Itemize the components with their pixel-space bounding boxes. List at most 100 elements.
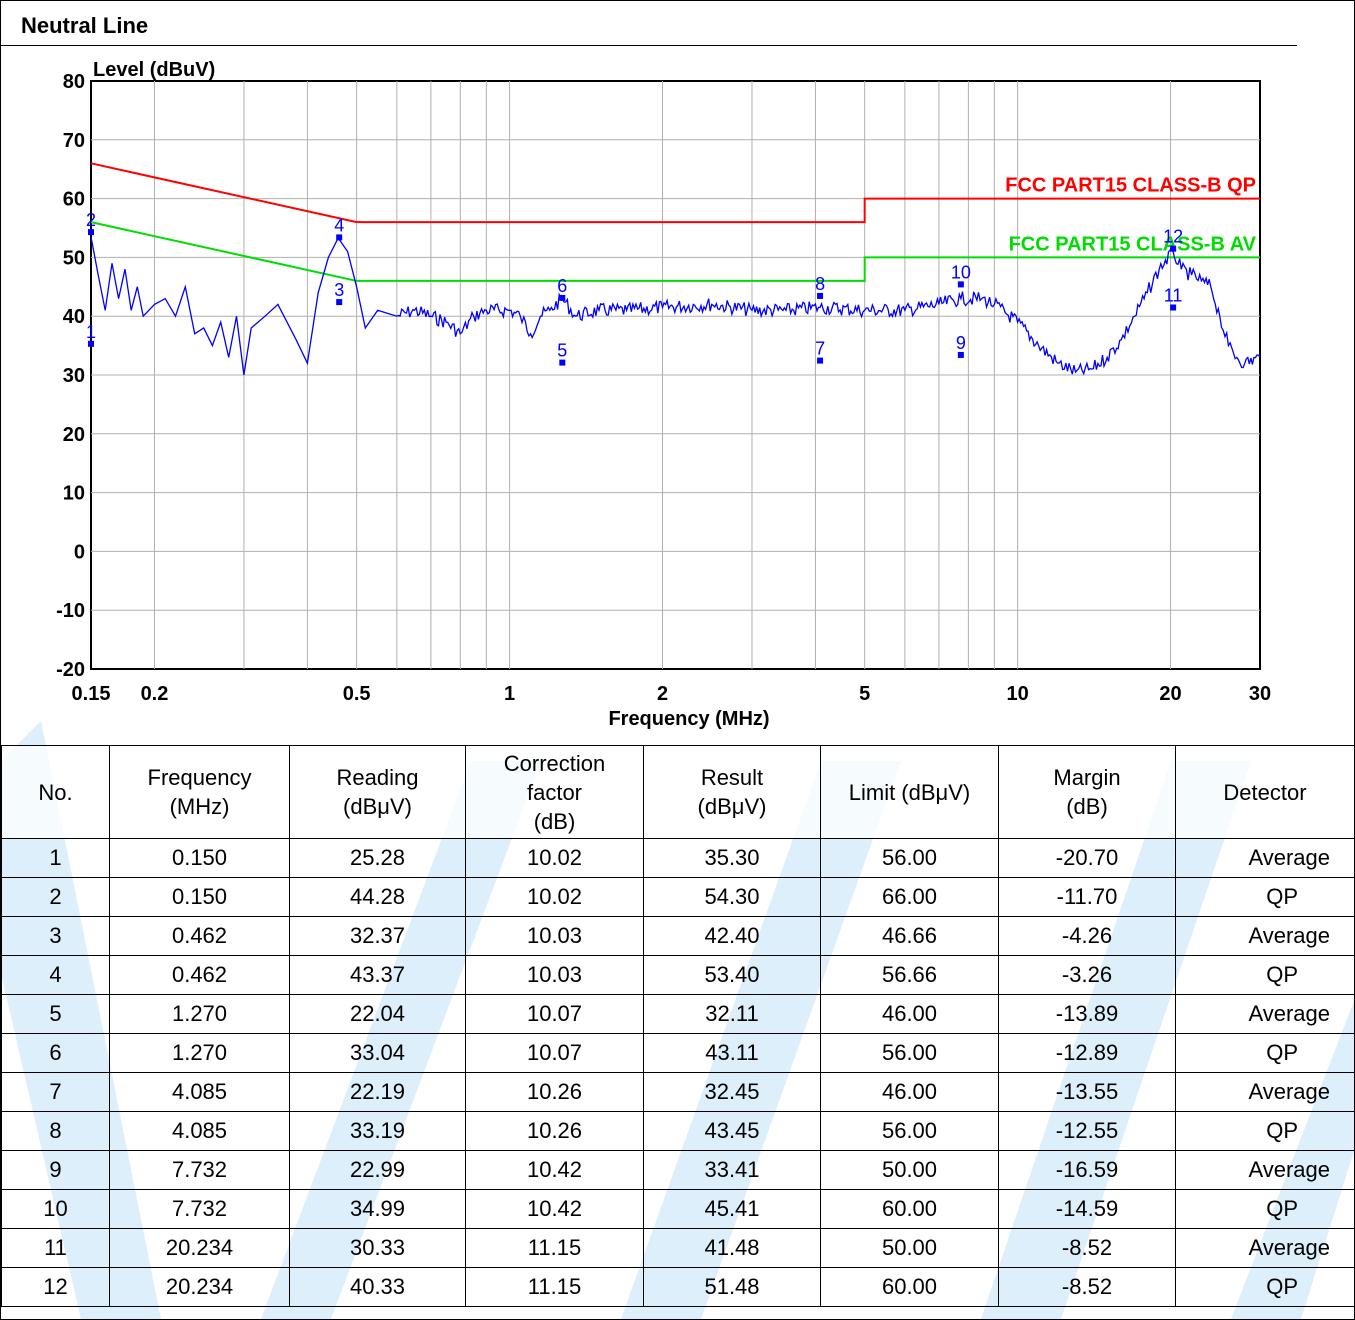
table-cell: 40.33 [289, 1267, 466, 1307]
table-cell: 60.00 [820, 1267, 999, 1307]
limit-line [90, 221, 1260, 282]
marker-label: 7 [815, 339, 825, 359]
table-row: 5 1.270 22.04 10.07 32.11 46.00 -13.89 Average [1, 994, 1354, 1034]
table-cell: 11.15 [465, 1228, 644, 1268]
x-tick-label: 0.15 [72, 683, 111, 705]
table-cell: 20.234 [109, 1228, 290, 1268]
table-cell: Average [1175, 994, 1354, 1034]
table-body: 1 0.150 25.28 10.02 35.30 56.00 -20.70 Average 2… [1, 838, 1354, 1307]
table-row: 8 4.085 33.19 10.26 43.45 56.00 -12.55 QP [1, 1111, 1354, 1151]
table-cell: 60.00 [820, 1189, 999, 1229]
table-row: 2 0.150 44.28 10.02 54.30 66.00 -11.70 QP [1, 877, 1354, 917]
table-cell: 34.99 [289, 1189, 466, 1229]
column-header: No. [1, 745, 110, 839]
table-cell: 42.40 [643, 916, 821, 956]
table-cell: 5 [1, 994, 110, 1034]
table-cell: 51.48 [643, 1267, 821, 1307]
marker-label: 1 [86, 322, 96, 342]
table-cell: 2 [1, 877, 110, 917]
table-cell: 4 [1, 955, 110, 995]
table-row: 7 4.085 22.19 10.26 32.45 46.00 -13.55 Average [1, 1072, 1354, 1112]
table-cell: -4.26 [998, 916, 1176, 956]
table-cell: 0.150 [109, 877, 290, 917]
marker-point [1170, 304, 1177, 311]
table-cell: 10.42 [465, 1189, 644, 1229]
table-cell: 33.41 [643, 1150, 821, 1190]
table-cell: 22.04 [289, 994, 466, 1034]
table-cell: 4.085 [109, 1072, 290, 1112]
table-cell: 1.270 [109, 994, 290, 1034]
table-cell: -12.55 [998, 1111, 1176, 1151]
marker-point [817, 357, 824, 364]
table-cell: -11.70 [998, 877, 1176, 917]
y-tick-label: 30 [63, 365, 85, 387]
title-bar: Neutral Line [1, 1, 1297, 46]
marker-label: 9 [956, 333, 966, 353]
limit-lines: FCC PART15 CLASS-B QP FCC PART15 CLASS-B … [90, 162, 1260, 282]
table-cell: 50.00 [820, 1228, 999, 1268]
table-cell: Average [1175, 1072, 1354, 1112]
table-cell: 22.99 [289, 1150, 466, 1190]
y-axis-ticks: 80 70 60 50 40 30 20 10 0 -10 -20 [56, 71, 85, 681]
table-cell: -14.59 [998, 1189, 1176, 1229]
x-tick-label: 5 [859, 683, 870, 705]
table-row: 4 0.462 43.37 10.03 53.40 56.66 -3.26 QP [1, 955, 1354, 995]
table-cell: 32.45 [643, 1072, 821, 1112]
table-row: 10 7.732 34.99 10.42 45.41 60.00 -14.59 QP [1, 1189, 1354, 1229]
table-cell: 32.11 [643, 994, 821, 1034]
x-axis-label: Frequency (MHz) [608, 708, 769, 730]
y-tick-label: -20 [56, 659, 85, 681]
x-tick-label: 1 [504, 683, 515, 705]
marker-point [88, 229, 94, 236]
table-cell: 7.732 [109, 1189, 290, 1229]
y-tick-label: 10 [63, 483, 85, 505]
table-cell: QP [1175, 955, 1354, 995]
y-tick-label: -10 [56, 600, 85, 622]
marker-label: 3 [334, 280, 344, 300]
table-cell: 33.04 [289, 1033, 466, 1073]
table-row: 12 20.234 40.33 11.15 51.48 60.00 -8.52 QP [1, 1267, 1354, 1307]
marker-point [957, 281, 964, 288]
table-cell: Average [1175, 916, 1354, 956]
marker-point [336, 299, 343, 306]
table-cell: 20.234 [109, 1267, 290, 1307]
marker-point [88, 340, 94, 347]
table-cell: 10.03 [465, 916, 644, 956]
y-tick-label: 50 [63, 247, 85, 269]
table-cell: 53.40 [643, 955, 821, 995]
marker-point [817, 292, 824, 299]
table-cell: 10.02 [465, 877, 644, 917]
marker-label: 2 [86, 210, 96, 230]
table-cell: -13.55 [998, 1072, 1176, 1112]
table-cell: 43.11 [643, 1033, 821, 1073]
table-cell: 4.085 [109, 1111, 290, 1151]
table-row: 9 7.732 22.99 10.42 33.41 50.00 -16.59 Average [1, 1150, 1354, 1190]
column-header: Result (dBμV) [643, 745, 821, 839]
table-cell: 44.28 [289, 877, 466, 917]
table-cell: -16.59 [998, 1150, 1176, 1190]
table-cell: 10.42 [465, 1150, 644, 1190]
table-cell: 0.150 [109, 838, 290, 878]
table-cell: 10.26 [465, 1072, 644, 1112]
x-tick-label: 30 [1249, 683, 1271, 705]
y-tick-label: 40 [63, 306, 85, 328]
table-cell: 66.00 [820, 877, 999, 917]
table-cell: 46.66 [820, 916, 999, 956]
table-cell: 25.28 [289, 838, 466, 878]
limit-line [90, 162, 1260, 224]
marker-point [336, 234, 343, 241]
table-cell: 41.48 [643, 1228, 821, 1268]
table-cell: 8 [1, 1111, 110, 1151]
marker-point [559, 359, 566, 366]
table-cell: -8.52 [998, 1228, 1176, 1268]
x-tick-label: 0.5 [343, 683, 371, 705]
grid-lines [91, 81, 1260, 669]
y-tick-label: 80 [63, 71, 85, 93]
marker-point [559, 294, 566, 301]
limit-line-label: FCC PART15 CLASS-B AV [1009, 233, 1257, 255]
table-cell: Average [1175, 1150, 1354, 1190]
results-table: No. Frequency (MHz) Reading (dBμV) Correction… [1, 745, 1354, 1307]
table-cell: 10 [1, 1189, 110, 1229]
